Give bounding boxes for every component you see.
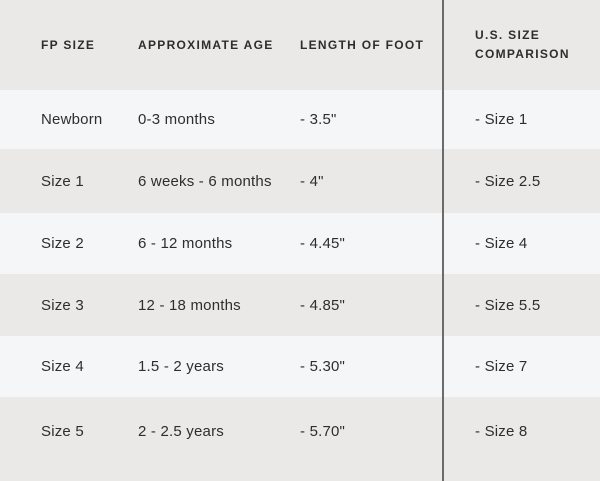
cell-us-size: - Size 4 <box>475 235 528 252</box>
cell-approximate-age: 1.5 - 2 years <box>138 358 224 375</box>
column-header-length-of-foot: LENGTH OF FOOT <box>300 37 425 52</box>
cell-fp-size: Size 4 <box>41 358 84 375</box>
cell-length-of-foot: - 5.70" <box>300 422 346 440</box>
column-header-us-size-comparison: U.S. SIZE COMPARISON <box>475 28 570 61</box>
cell-fp-size: Size 5 <box>41 422 84 440</box>
cell-length-of-foot: - 4.45" <box>300 235 346 252</box>
cell-us-size: - Size 5.5 <box>475 296 541 314</box>
column-divider <box>442 0 444 481</box>
table-row: Size 4 1.5 - 2 years - 5.30" - Size 7 <box>0 336 600 397</box>
cell-fp-size: Size 1 <box>41 172 84 190</box>
table-row: Size 3 12 - 18 months - 4.85" - Size 5.5 <box>0 274 600 336</box>
table-row: Size 2 6 - 12 months - 4.45" - Size 4 <box>0 213 600 274</box>
cell-us-size: - Size 1 <box>475 111 528 128</box>
cell-us-size: - Size 8 <box>475 422 528 440</box>
cell-length-of-foot: - 4" <box>300 172 324 190</box>
cell-length-of-foot: - 3.5" <box>300 111 337 128</box>
cell-fp-size: Size 3 <box>41 296 84 314</box>
cell-approximate-age: 0-3 months <box>138 111 216 128</box>
cell-fp-size: Size 2 <box>41 235 84 252</box>
table-row: Newborn 0-3 months - 3.5" - Size 1 <box>0 90 600 149</box>
cell-us-size: - Size 7 <box>475 358 528 375</box>
cell-us-size: - Size 2.5 <box>475 172 541 190</box>
cell-approximate-age: 12 - 18 months <box>138 296 241 314</box>
column-header-approximate-age: APPROXIMATE AGE <box>138 37 274 52</box>
cell-approximate-age: 6 - 12 months <box>138 235 233 252</box>
table-row: Size 1 6 weeks - 6 months - 4" - Size 2.… <box>0 149 600 213</box>
cell-approximate-age: 2 - 2.5 years <box>138 422 224 440</box>
table-header-row: FP SIZE APPROXIMATE AGE LENGTH OF FOOT U… <box>0 0 600 90</box>
table-row: Size 5 2 - 2.5 years - 5.70" - Size 8 <box>0 397 600 481</box>
cell-approximate-age: 6 weeks - 6 months <box>138 172 272 190</box>
cell-length-of-foot: - 4.85" <box>300 296 346 314</box>
column-header-fp-size: FP SIZE <box>41 37 96 52</box>
cell-fp-size: Newborn <box>41 111 103 128</box>
cell-length-of-foot: - 5.30" <box>300 358 346 375</box>
